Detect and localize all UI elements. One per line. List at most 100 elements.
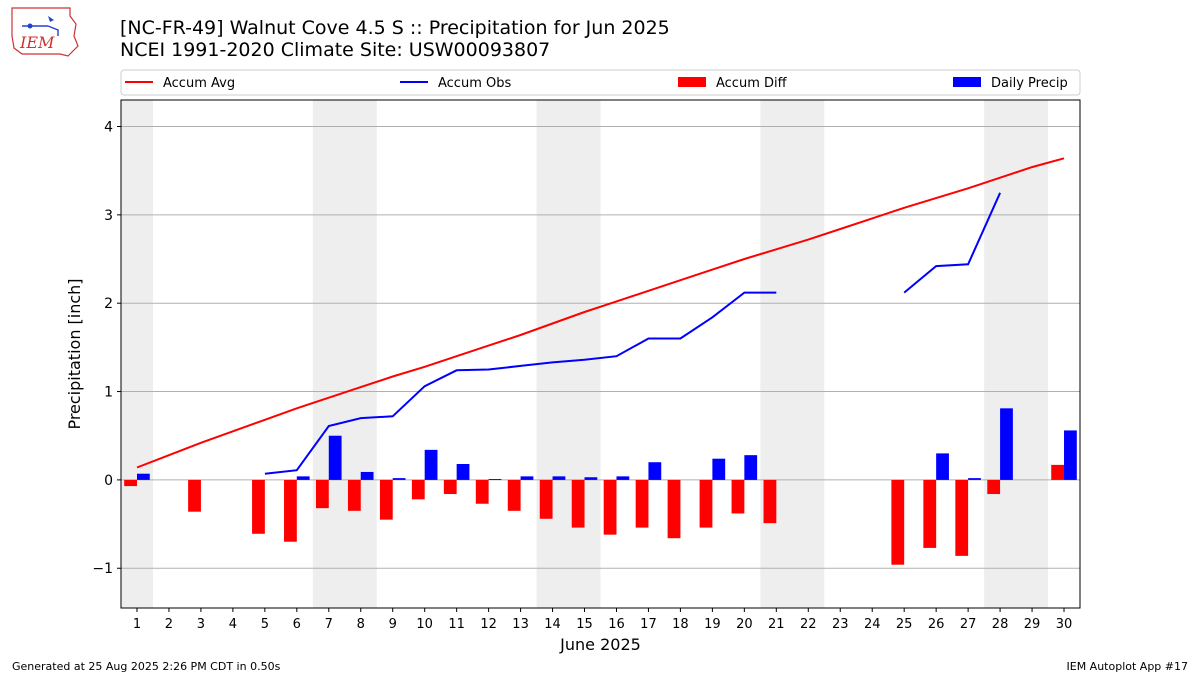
bar-accum-diff — [475, 479, 489, 504]
y-tick-label: 2 — [104, 296, 113, 312]
chart-title: [NC-FR-49] Walnut Cove 4.5 S :: Precipit… — [120, 17, 670, 39]
x-tick-label: 5 — [261, 617, 269, 632]
x-tick-label: 9 — [389, 617, 397, 632]
bar-daily-precip — [584, 477, 598, 480]
bar-daily-precip — [712, 458, 726, 480]
line-accum-obs — [264, 192, 1002, 475]
weekend-shade — [121, 100, 153, 608]
x-tick-label: 2 — [165, 617, 173, 632]
bar-accum-diff — [315, 479, 329, 509]
bar-accum-diff — [347, 479, 361, 511]
bar-accum-diff — [411, 479, 425, 500]
bar-daily-precip — [616, 476, 630, 480]
bar-accum-diff — [188, 479, 201, 512]
bar-accum-diff — [667, 479, 681, 539]
x-tick-label: 17 — [640, 617, 657, 632]
y-tick-label: 3 — [104, 208, 113, 224]
chart-subtitle: NCEI 1991-2020 Climate Site: USW00093807 — [120, 39, 551, 61]
bar-accum-diff — [923, 479, 937, 548]
x-tick-label: 26 — [928, 617, 945, 632]
bar-accum-diff — [987, 479, 1001, 495]
bar-daily-precip — [1000, 408, 1013, 480]
bar-accum-diff — [124, 479, 137, 487]
weekend-shade — [312, 100, 377, 608]
plot-frame — [120, 99, 1081, 609]
bar-daily-precip — [520, 476, 534, 480]
bar-accum-diff — [507, 479, 521, 511]
x-tick-label: 4 — [229, 617, 237, 632]
bar-daily-precip — [744, 455, 758, 480]
x-tick-label: 27 — [960, 617, 977, 632]
bar-daily-precip — [488, 479, 502, 480]
legend-swatch — [953, 77, 981, 87]
bar-daily-precip — [968, 478, 981, 480]
x-tick-label: 7 — [325, 617, 333, 632]
x-tick-label: 14 — [544, 617, 561, 632]
bar-daily-precip — [424, 449, 438, 480]
legend-swatch — [678, 77, 706, 87]
bar-daily-precip — [296, 476, 310, 480]
bar-accum-diff — [379, 479, 393, 520]
bar-accum-diff — [284, 479, 297, 542]
bar-accum-diff — [603, 479, 617, 535]
bar-accum-diff — [731, 479, 745, 514]
y-tick-label: 1 — [104, 385, 113, 401]
bar-daily-precip — [648, 462, 662, 480]
x-tick-label: 20 — [736, 617, 753, 632]
footer-app: IEM Autoplot App #17 — [1066, 660, 1189, 673]
legend-box — [120, 69, 1081, 96]
x-axis-label: June 2025 — [559, 635, 641, 654]
x-tick-label: 28 — [992, 617, 1009, 632]
legend-label: Accum Obs — [438, 76, 511, 91]
bar-daily-precip — [456, 463, 470, 480]
x-tick-label: 18 — [672, 617, 689, 632]
bar-daily-precip — [360, 471, 374, 480]
y-axis-label: Precipitation [inch] — [65, 278, 84, 429]
legend: Accum Avg Accum Obs Accum Diff Daily Precip — [120, 69, 1081, 96]
logo-text: IEM — [19, 33, 55, 52]
bar-daily-precip — [552, 476, 566, 480]
bar-accum-diff — [635, 479, 649, 528]
bar-daily-precip — [136, 473, 150, 480]
bar-daily-precip — [936, 453, 949, 480]
x-tick-label: 6 — [293, 617, 301, 632]
x-tick-label: 19 — [704, 617, 721, 632]
legend-label: Daily Precip — [991, 76, 1068, 91]
x-tick-label: 3 — [197, 617, 205, 632]
bar-accum-diff — [443, 479, 457, 495]
x-tick-label: 8 — [357, 617, 365, 632]
iem-logo: IEM — [11, 7, 79, 57]
bar-daily-precip — [1064, 430, 1077, 480]
bar-accum-diff — [891, 479, 905, 565]
x-tick-label: 12 — [480, 617, 497, 632]
bar-accum-diff — [955, 479, 969, 556]
bar-accum-diff — [252, 479, 265, 534]
x-tick-label: 22 — [800, 617, 817, 632]
x-tick-label: 16 — [608, 617, 625, 632]
y-tick-label: −1 — [92, 561, 113, 577]
x-tick-label: 23 — [832, 617, 849, 632]
x-tick-label: 29 — [1024, 617, 1041, 632]
weekend-shade — [760, 100, 825, 608]
legend-label: Accum Avg — [163, 76, 235, 91]
bar-accum-diff — [1051, 464, 1065, 480]
x-tick-label: 30 — [1056, 617, 1073, 632]
weekend-shade — [536, 100, 601, 608]
y-tick-label: 0 — [104, 473, 113, 489]
x-tick-label: 13 — [512, 617, 529, 632]
legend-label: Accum Diff — [716, 76, 788, 91]
x-tick-label: 10 — [416, 617, 433, 632]
footer-generated: Generated at 25 Aug 2025 2:26 PM CDT in … — [12, 660, 281, 673]
x-tick-label: 24 — [864, 617, 881, 632]
weekend-shade — [984, 100, 1049, 608]
y-tick-label: 4 — [104, 120, 113, 136]
x-tick-label: 25 — [896, 617, 913, 632]
bar-accum-diff — [539, 479, 553, 519]
x-tick-label: 1 — [133, 617, 141, 632]
bar-accum-diff — [699, 479, 713, 528]
bar-daily-precip — [392, 478, 406, 480]
bar-daily-precip — [328, 435, 342, 480]
x-tick-label: 21 — [768, 617, 785, 632]
bar-accum-diff — [763, 479, 777, 524]
